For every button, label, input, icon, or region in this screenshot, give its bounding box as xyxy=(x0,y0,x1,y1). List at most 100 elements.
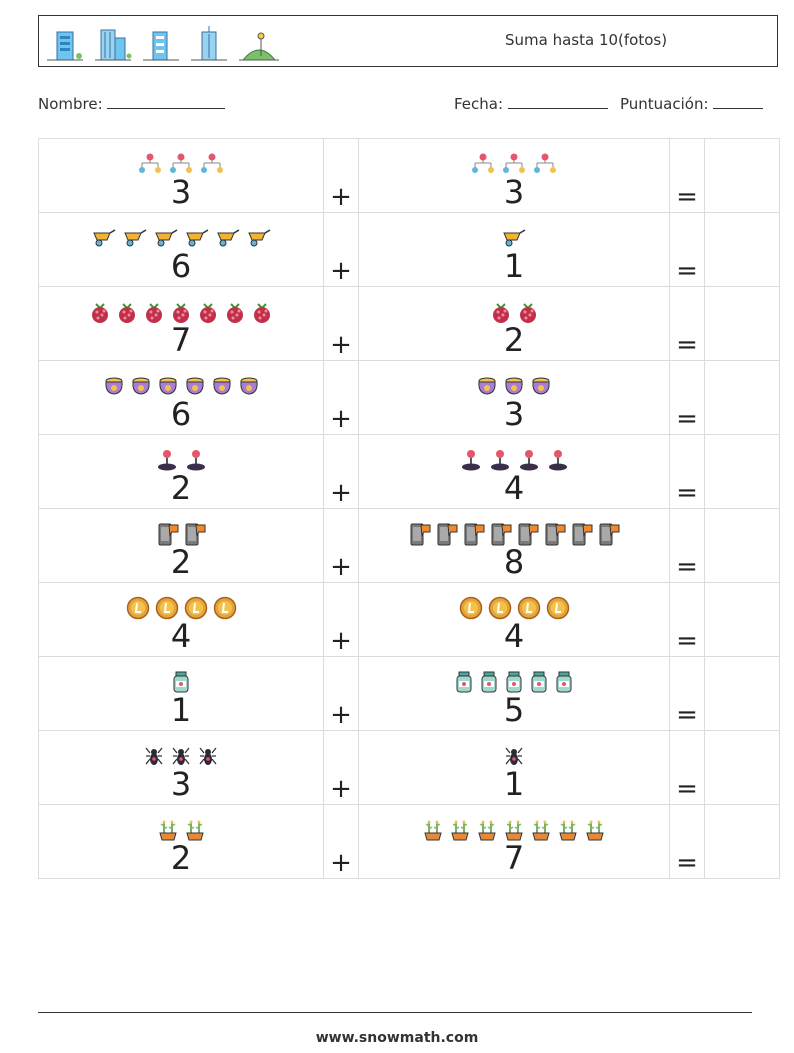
answer-box[interactable] xyxy=(704,582,780,657)
spider-icon xyxy=(170,744,192,768)
jar-icon xyxy=(554,670,574,694)
wheelbarrow-icon xyxy=(215,228,241,248)
spider-icon xyxy=(503,744,525,768)
raspberry-icon xyxy=(89,300,111,324)
phone-btc-icon xyxy=(157,521,179,547)
jar-icon xyxy=(504,670,524,694)
plant-pot-icon xyxy=(422,818,444,842)
equals-sign: = xyxy=(669,656,705,731)
addend-cell: 7 xyxy=(38,286,324,361)
equals-sign: = xyxy=(669,434,705,509)
score-label: Puntuación: xyxy=(620,95,709,113)
addend-number: 3 xyxy=(170,173,192,211)
phone-btc-icon xyxy=(436,521,458,547)
problem-row: 2 +7 = xyxy=(38,804,780,879)
phone-btc-icon xyxy=(184,521,206,547)
addend-cell: 1 xyxy=(38,656,324,731)
pot-of-gold-icon xyxy=(238,375,260,397)
date-field: Fecha: xyxy=(454,94,608,113)
litecoin-icon xyxy=(155,596,179,620)
joystick-icon xyxy=(155,448,179,472)
plus-sign: + xyxy=(323,730,359,805)
answer-box[interactable] xyxy=(704,804,780,879)
problem-row: 6 +1 = xyxy=(38,212,780,287)
picture-group xyxy=(359,226,669,250)
addend-cell: 4 xyxy=(358,582,670,657)
addend-number: 1 xyxy=(170,691,192,729)
joystick-icon xyxy=(517,448,541,472)
office-tower-icon xyxy=(95,29,132,61)
picture-group xyxy=(359,448,669,472)
addend-number: 1 xyxy=(503,765,525,803)
park-icon xyxy=(239,32,279,61)
addend-number: 4 xyxy=(170,617,192,655)
phone-btc-icon xyxy=(598,521,620,547)
phone-btc-icon xyxy=(490,521,512,547)
problems-table: 3 +3 = 6 +1 = 7 +2 = 6 +3 = 2 +4 = 2 +8 = 4 +4 = 1 +5 = 3 +1 = 2 +7 = xyxy=(38,138,780,879)
pot-of-gold-icon xyxy=(103,375,125,397)
raspberry-icon xyxy=(143,300,165,324)
plant-pot-icon xyxy=(530,818,552,842)
plus-sign: + xyxy=(323,804,359,879)
answer-box[interactable] xyxy=(704,508,780,583)
answer-box[interactable] xyxy=(704,138,780,213)
problem-row: 4 +4 = xyxy=(38,582,780,657)
addend-number: 5 xyxy=(503,691,525,729)
plant-pot-icon xyxy=(584,818,606,842)
wheelbarrow-icon xyxy=(184,228,210,248)
plant-pot-icon xyxy=(157,818,179,842)
addend-cell: 2 xyxy=(358,286,670,361)
picture-group xyxy=(39,670,323,694)
plus-sign: + xyxy=(323,508,359,583)
name-field: Nombre: xyxy=(38,94,226,113)
phone-btc-icon xyxy=(544,521,566,547)
picture-group xyxy=(359,152,669,176)
addend-number: 7 xyxy=(170,321,192,359)
wheelbarrow-icon xyxy=(501,228,527,248)
picture-group xyxy=(39,596,323,620)
date-blank[interactable] xyxy=(507,94,608,109)
wheelbarrow-icon xyxy=(91,228,117,248)
answer-box[interactable] xyxy=(704,656,780,731)
network-icon xyxy=(137,153,163,175)
answer-box[interactable] xyxy=(704,434,780,509)
litecoin-icon xyxy=(546,596,570,620)
picture-group xyxy=(39,300,323,324)
problem-row: 1 +5 = xyxy=(38,656,780,731)
equals-sign: = xyxy=(669,508,705,583)
litecoin-icon xyxy=(126,596,150,620)
answer-box[interactable] xyxy=(704,730,780,805)
name-blank[interactable] xyxy=(107,94,226,109)
pot-of-gold-icon xyxy=(476,375,498,397)
header-icons xyxy=(45,20,281,64)
spider-icon xyxy=(143,744,165,768)
joystick-icon xyxy=(459,448,483,472)
plant-pot-icon xyxy=(449,818,471,842)
wheelbarrow-icon xyxy=(122,228,148,248)
score-blank[interactable] xyxy=(713,94,764,109)
addend-number: 8 xyxy=(503,543,525,581)
answer-box[interactable] xyxy=(704,286,780,361)
pot-of-gold-icon xyxy=(503,375,525,397)
addend-cell: 1 xyxy=(358,730,670,805)
answer-box[interactable] xyxy=(704,212,780,287)
answer-box[interactable] xyxy=(704,360,780,435)
raspberry-icon xyxy=(116,300,138,324)
picture-group xyxy=(39,818,323,842)
apartment-icon xyxy=(143,31,179,61)
picture-group xyxy=(359,596,669,620)
date-label: Fecha: xyxy=(454,95,504,113)
addend-number: 7 xyxy=(503,839,525,877)
addend-cell: 7 xyxy=(358,804,670,879)
network-icon xyxy=(470,153,496,175)
network-icon xyxy=(199,153,225,175)
addend-number: 4 xyxy=(503,617,525,655)
addend-cell: 3 xyxy=(358,138,670,213)
addend-cell: 8 xyxy=(358,508,670,583)
picture-group xyxy=(359,744,669,768)
litecoin-icon xyxy=(459,596,483,620)
picture-group xyxy=(359,818,669,842)
picture-group xyxy=(39,226,323,250)
equals-sign: = xyxy=(669,360,705,435)
addend-cell: 1 xyxy=(358,212,670,287)
